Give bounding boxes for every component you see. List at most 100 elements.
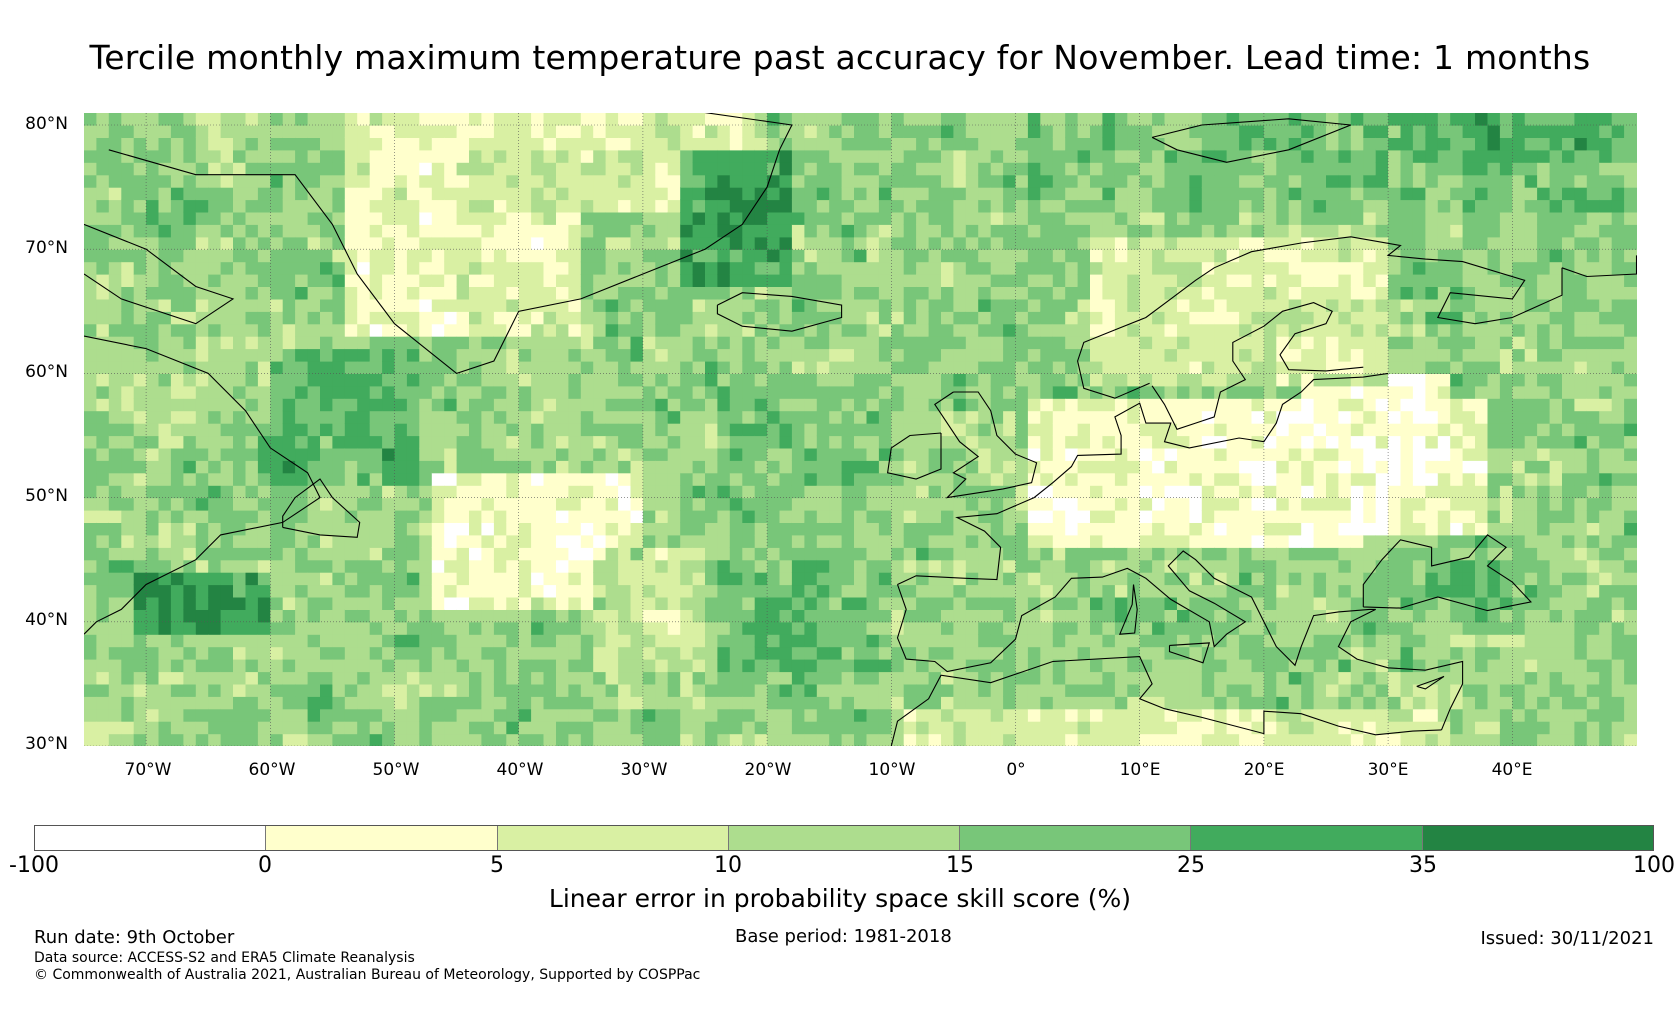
skill-cell bbox=[469, 137, 482, 151]
skill-cell bbox=[791, 211, 805, 225]
skill-cell bbox=[195, 683, 209, 697]
skill-cell bbox=[1276, 559, 1290, 573]
skill-cell bbox=[270, 224, 284, 238]
skill-cell bbox=[282, 113, 296, 126]
skill-cell bbox=[357, 534, 371, 548]
skill-cell bbox=[531, 274, 545, 287]
skill-cell bbox=[1276, 224, 1290, 238]
skill-cell bbox=[791, 534, 805, 548]
skill-cell bbox=[282, 236, 296, 250]
skill-cell bbox=[245, 584, 259, 598]
skill-cell bbox=[1090, 435, 1103, 449]
skill-cell bbox=[295, 733, 309, 746]
skill-cell bbox=[183, 261, 197, 275]
skill-cell bbox=[195, 236, 209, 250]
skill-cell bbox=[382, 621, 396, 635]
skill-cell bbox=[791, 634, 805, 648]
skill-cell bbox=[344, 224, 358, 238]
skill-cell bbox=[1127, 659, 1141, 673]
skill-cell bbox=[990, 398, 1004, 412]
skill-cell bbox=[941, 113, 954, 126]
skill-cell bbox=[1226, 298, 1240, 312]
skill-cell bbox=[990, 584, 1004, 598]
skill-cell bbox=[208, 249, 222, 263]
skill-cell bbox=[779, 708, 793, 722]
skill-cell bbox=[257, 485, 271, 499]
skill-cell bbox=[146, 559, 160, 573]
skill-cell bbox=[96, 286, 110, 300]
skill-cell bbox=[580, 373, 594, 387]
skill-cell bbox=[320, 348, 333, 362]
skill-cell bbox=[1201, 298, 1215, 312]
skill-cell bbox=[965, 597, 979, 610]
skill-cell bbox=[1189, 149, 1203, 163]
skill-cell bbox=[220, 485, 234, 499]
skill-cell bbox=[394, 373, 408, 387]
skill-cell bbox=[630, 708, 644, 722]
skill-cell bbox=[891, 634, 905, 648]
skill-cell bbox=[1127, 534, 1141, 548]
skill-cell bbox=[1177, 311, 1190, 325]
skill-cell bbox=[916, 249, 930, 263]
skill-cell bbox=[1127, 236, 1141, 250]
skill-cell bbox=[841, 323, 855, 337]
skill-cell bbox=[469, 659, 482, 673]
skill-cell bbox=[270, 286, 284, 300]
skill-cell bbox=[1040, 236, 1054, 250]
map-canvas bbox=[84, 113, 1637, 746]
skill-cell bbox=[1189, 224, 1203, 238]
skill-cell bbox=[953, 224, 967, 238]
skill-cell bbox=[1263, 683, 1277, 697]
skill-cell bbox=[170, 621, 184, 635]
skill-cell bbox=[295, 497, 309, 511]
skill-cell bbox=[96, 559, 110, 573]
skill-cell bbox=[1027, 559, 1041, 573]
skill-cell bbox=[158, 547, 172, 561]
skill-cell bbox=[444, 572, 458, 586]
skill-cell bbox=[791, 485, 805, 499]
skill-cell bbox=[816, 510, 830, 523]
skill-cell bbox=[630, 659, 644, 673]
skill-cell bbox=[903, 534, 917, 548]
skill-cell bbox=[1090, 348, 1103, 362]
skill-cell bbox=[680, 236, 694, 250]
skill-cell bbox=[903, 522, 917, 536]
skill-cell bbox=[1189, 510, 1203, 523]
skill-cell bbox=[1139, 286, 1153, 300]
skill-cell bbox=[965, 113, 979, 126]
skill-cell bbox=[953, 534, 967, 548]
skill-cell bbox=[1139, 659, 1153, 673]
skill-cell bbox=[320, 696, 333, 710]
skill-cell bbox=[444, 348, 458, 362]
skill-cell bbox=[1127, 323, 1141, 337]
skill-cell bbox=[978, 547, 992, 561]
skill-cell bbox=[531, 224, 545, 238]
skill-cell bbox=[320, 423, 333, 437]
skill-cell bbox=[382, 261, 396, 275]
skill-cell bbox=[270, 311, 284, 325]
skill-cell bbox=[791, 497, 805, 511]
skill-cell bbox=[543, 447, 557, 461]
skill-cell bbox=[692, 721, 706, 735]
skill-cell bbox=[108, 137, 122, 151]
skill-cell bbox=[717, 274, 731, 287]
skill-cell bbox=[518, 125, 532, 138]
skill-cell bbox=[667, 597, 681, 610]
skill-cell bbox=[630, 597, 644, 610]
skill-cell bbox=[543, 671, 557, 685]
skill-cell bbox=[406, 472, 420, 486]
skill-cell bbox=[158, 113, 172, 126]
skill-cell bbox=[493, 373, 507, 387]
skill-cell bbox=[121, 435, 135, 449]
skill-cell bbox=[233, 336, 246, 350]
skill-cell bbox=[493, 199, 507, 213]
skill-cell bbox=[1114, 137, 1128, 151]
skill-cell bbox=[580, 149, 594, 163]
skill-cell bbox=[1040, 733, 1054, 746]
skill-cell bbox=[1040, 510, 1054, 523]
skill-cell bbox=[1015, 323, 1029, 337]
skill-cell bbox=[854, 236, 867, 250]
skill-cell bbox=[96, 597, 110, 610]
skill-cell bbox=[1177, 187, 1190, 201]
skill-cell bbox=[369, 211, 383, 225]
